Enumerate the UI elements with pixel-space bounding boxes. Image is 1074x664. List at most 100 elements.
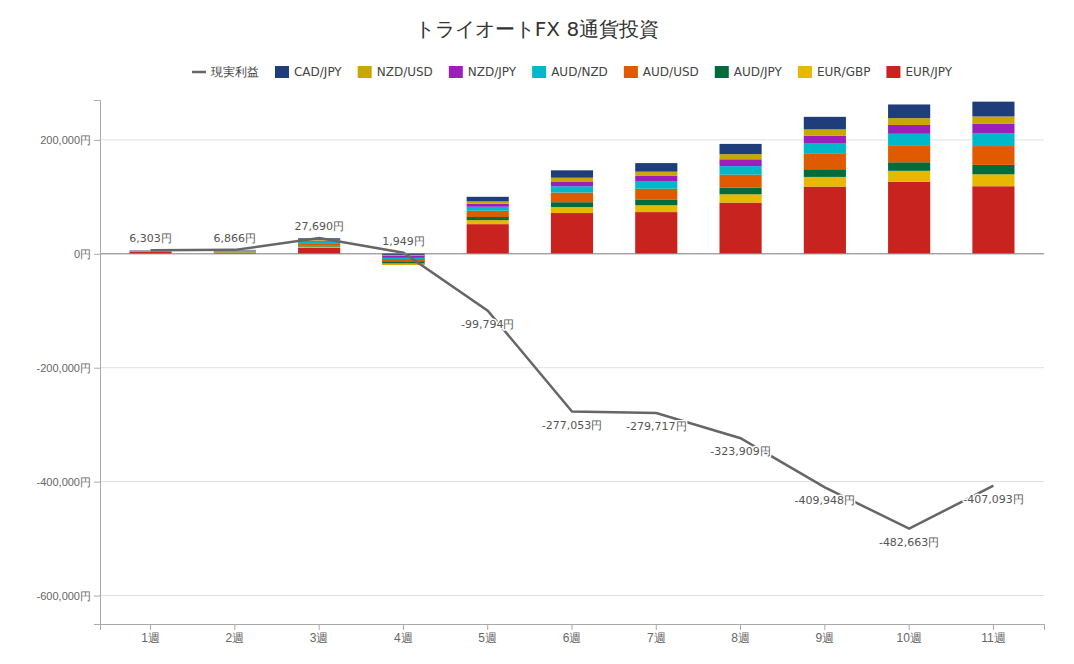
bar: [888, 125, 930, 134]
data-label: 6,866円: [214, 232, 257, 245]
bar: [467, 201, 509, 203]
x-tick-mark: [403, 624, 404, 630]
bar: [635, 189, 677, 200]
x-tick-label: 4週: [394, 631, 413, 645]
x-tick-label: 8週: [731, 631, 750, 645]
bar: [804, 117, 846, 130]
bar: [635, 205, 677, 212]
bar: [551, 193, 593, 203]
data-label: -277,053円: [542, 419, 602, 432]
x-tick: 2週: [226, 624, 245, 645]
x-tick: 6週: [563, 624, 582, 645]
bar: [972, 174, 1014, 186]
legend-item: AUD/JPY: [715, 65, 783, 79]
line: [151, 238, 994, 529]
bar: [635, 172, 677, 176]
bar: [804, 169, 846, 177]
bar: [551, 170, 593, 177]
data-label: -482,663円: [879, 536, 939, 549]
x-tick-mark: [824, 624, 825, 630]
y-tick: 200,000円: [40, 134, 100, 146]
grid-line: [100, 481, 1044, 482]
bar: [298, 242, 340, 243]
bar: [467, 217, 509, 220]
chart: トライオートFX 8通貨投資6,303円6,866円27,690円1,949円-…: [0, 0, 1074, 664]
bar: [804, 144, 846, 154]
x-tick-mark: [993, 624, 994, 630]
legend-swatch: [275, 66, 289, 78]
x-tick: 11週: [981, 624, 1005, 645]
bar: [972, 102, 1014, 117]
x-tick-label: 11週: [981, 631, 1005, 645]
x-tick-mark: [909, 624, 910, 630]
legend-label: EUR/GBP: [817, 65, 871, 79]
bar: [804, 154, 846, 169]
x-tick-label: 7週: [647, 631, 666, 645]
y-tick-mark: [94, 482, 100, 483]
bar: [467, 224, 509, 254]
y-tick-label: -400,000円: [37, 476, 91, 488]
data-labels: 6,303円6,866円27,690円1,949円-99,794円-277,05…: [129, 220, 1023, 549]
legend-swatch: [798, 66, 812, 78]
legend-swatch: [358, 66, 372, 78]
y-tick: -200,000円: [37, 362, 100, 374]
bar: [972, 146, 1014, 165]
bar: [972, 165, 1014, 174]
legend-swatch: [715, 66, 729, 78]
legend-item: AUD/NZD: [532, 65, 608, 79]
grid-line: [100, 367, 1044, 368]
bar: [804, 136, 846, 144]
legend-item: EUR/GBP: [798, 65, 871, 79]
legend-swatch: [192, 71, 206, 74]
bar-series: [130, 171, 1015, 265]
x-tick: 3週: [310, 624, 329, 645]
bar: [888, 118, 930, 125]
bar-series: [130, 102, 1015, 255]
bar-series: [130, 162, 1015, 263]
x-tick-mark: [572, 624, 573, 630]
bar: [382, 257, 424, 259]
y-tick-label: -200,000円: [37, 362, 91, 374]
bar: [551, 213, 593, 254]
bar: [214, 251, 256, 252]
bar: [888, 162, 930, 171]
bar: [720, 175, 762, 188]
x-tick-label: 3週: [310, 631, 329, 645]
legend-label: NZD/USD: [377, 65, 433, 79]
legend-item: NZD/USD: [358, 65, 433, 79]
bar: [382, 256, 424, 257]
plot: 6,303円6,866円27,690円1,949円-99,794円-277,05…: [37, 101, 1045, 645]
bar: [720, 166, 762, 175]
bar: [972, 116, 1014, 123]
x-tick: 4週: [394, 624, 413, 645]
bar: [551, 178, 593, 182]
bar: [720, 188, 762, 195]
bar: [467, 207, 509, 211]
bar-series: [130, 182, 1015, 265]
x-tick-mark: [150, 624, 151, 630]
x-axis-line: [101, 625, 1045, 631]
legend-item: AUD/USD: [624, 65, 699, 79]
bar: [972, 124, 1014, 134]
x-tick-label: 6週: [563, 631, 582, 645]
x-tick-mark: [656, 624, 657, 630]
bar: [804, 187, 846, 254]
data-label: -323,909円: [710, 445, 770, 458]
bar: [467, 211, 509, 217]
x-tick-label: 10週: [896, 631, 921, 645]
bar: [972, 186, 1014, 254]
bar: [298, 243, 340, 245]
legend-label: EUR/JPY: [905, 65, 952, 79]
legend-item: 現実利益: [192, 65, 259, 79]
legend-item: NZD/JPY: [449, 65, 517, 79]
bar: [720, 159, 762, 166]
bar: [804, 129, 846, 135]
bar-series: [130, 145, 1015, 262]
legend-item: EUR/JPY: [886, 65, 952, 79]
y-tick-label: -600,000円: [37, 590, 91, 602]
bar-series: [130, 116, 1015, 256]
y-tick: -600,000円: [37, 590, 100, 602]
x-tick: 1週: [141, 624, 160, 645]
legend-swatch: [886, 66, 900, 78]
bar: [214, 252, 256, 253]
